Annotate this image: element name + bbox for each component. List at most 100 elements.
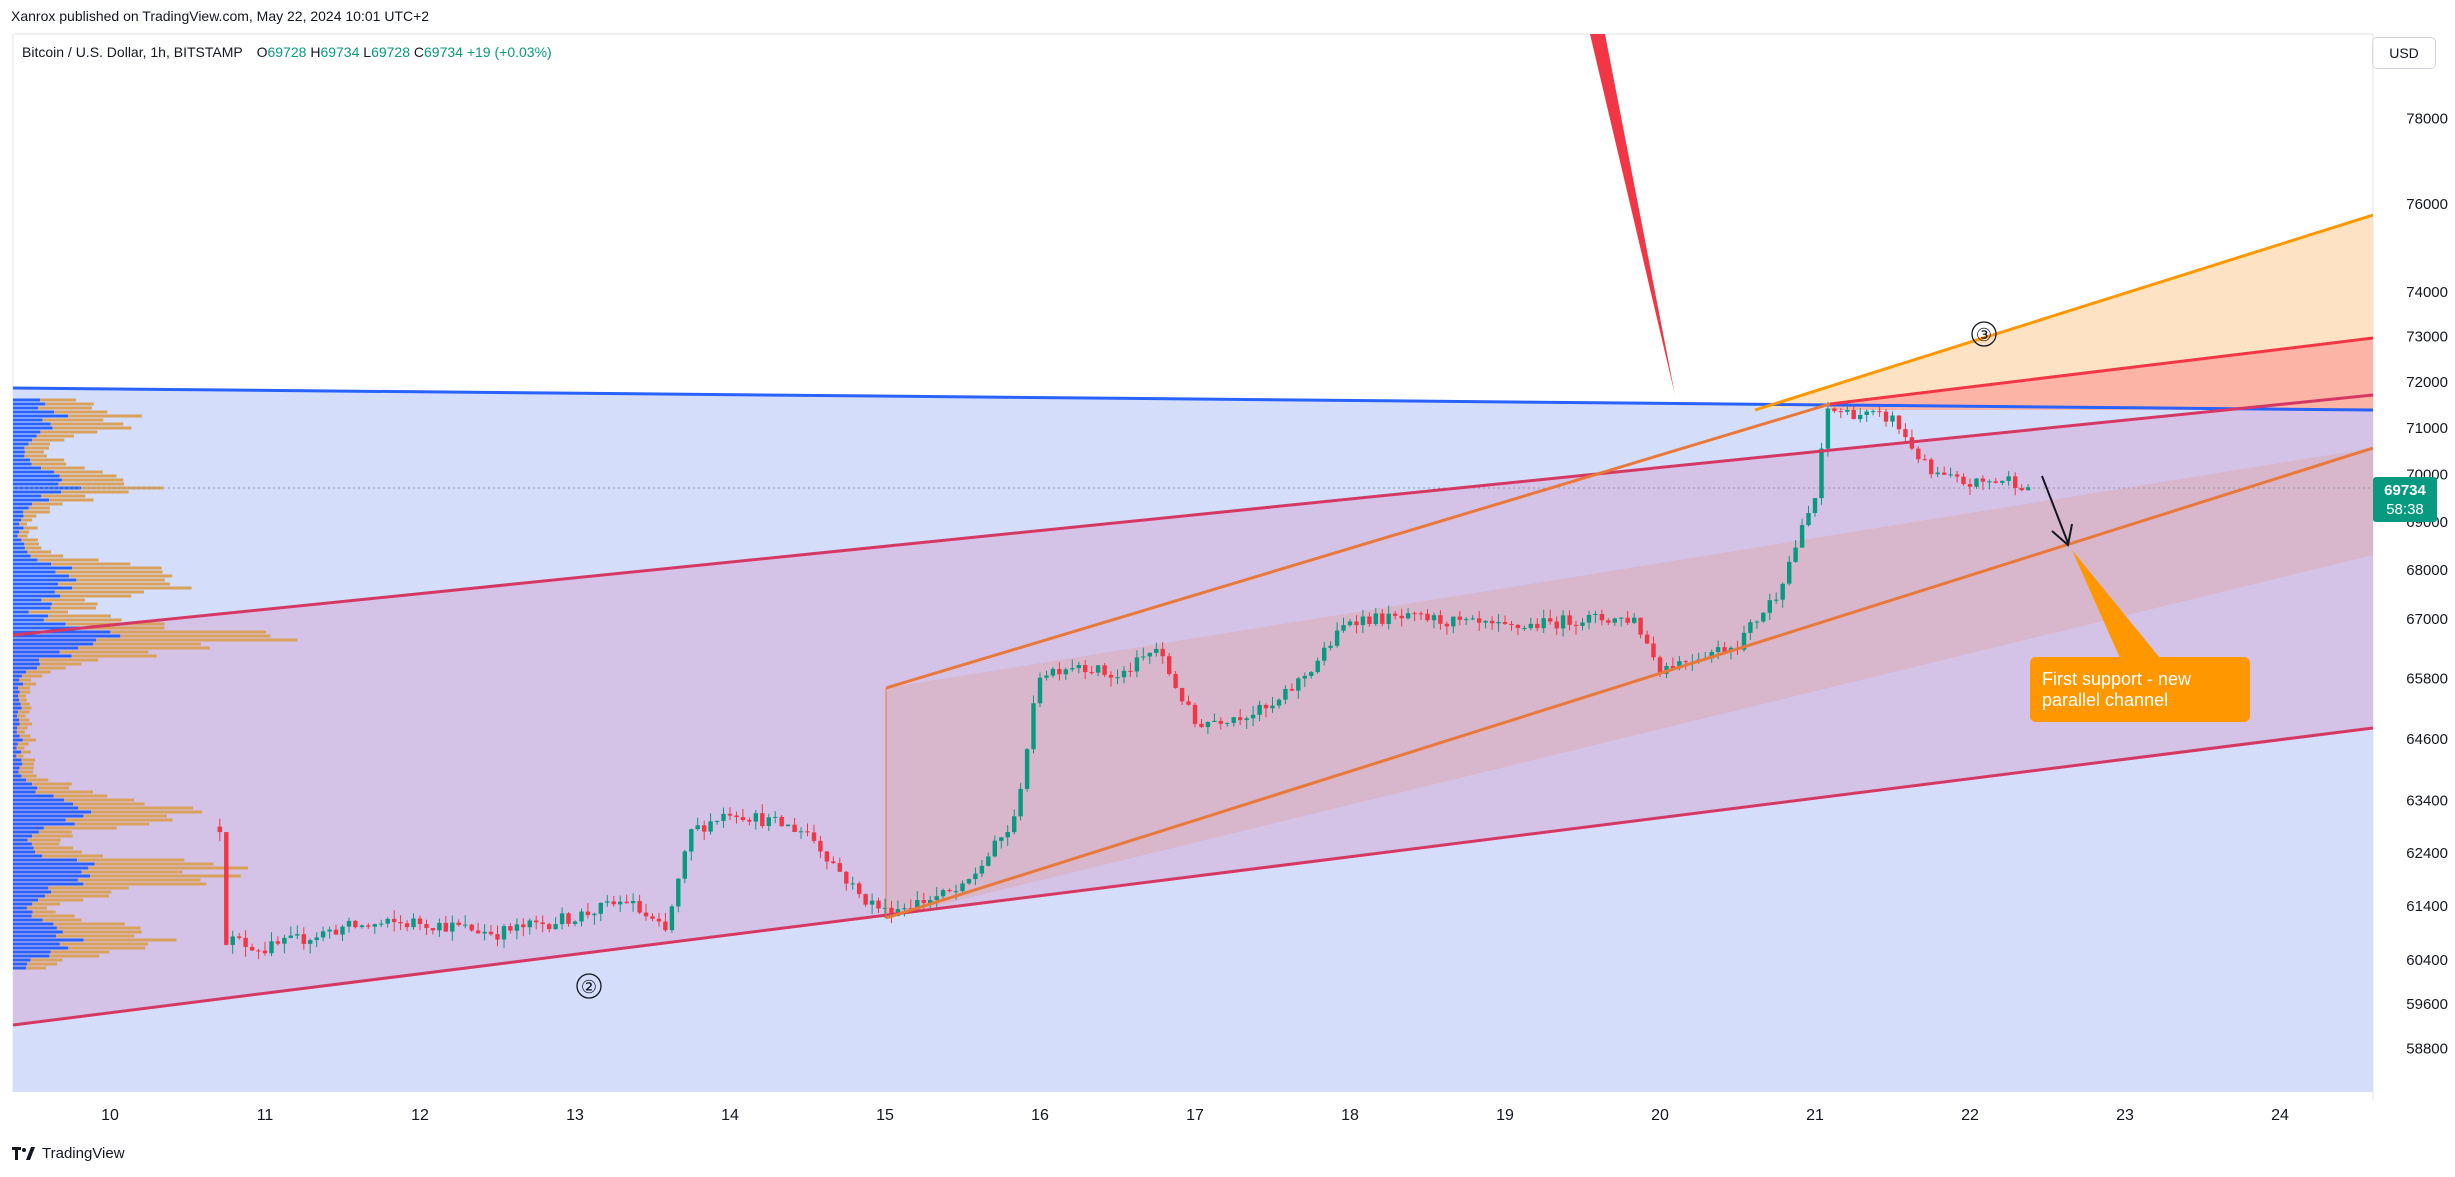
x-tick-label-10: 20 [1651, 1107, 1669, 1124]
volume-bar-up [13, 566, 73, 570]
candle-95 [831, 856, 836, 864]
volume-bar-up [13, 706, 22, 710]
volume-bar-up [13, 962, 28, 966]
candle-189 [1438, 610, 1443, 630]
magenta-channel-lower-line[interactable] [13, 726, 2373, 1027]
candle-17 [327, 926, 332, 939]
candle-140 [1121, 666, 1127, 684]
volume-bar-down [20, 702, 30, 706]
candle-255 [1864, 409, 1869, 422]
volume-bar-up [13, 398, 40, 402]
volume-bar-up [13, 574, 70, 578]
volume-bar-down [28, 610, 68, 614]
candle-109 [921, 892, 926, 911]
orange-channel-upper-line[interactable] [885, 402, 1831, 690]
candle-276 [2000, 480, 2005, 486]
x-tick-label-12: 22 [1961, 1107, 1979, 1124]
y-tick-label-13: 62400 [2406, 845, 2448, 862]
candle-221 [1644, 630, 1650, 644]
volume-bar-down [38, 406, 92, 410]
candle-272 [1974, 478, 1979, 489]
candle-163 [1270, 697, 1275, 713]
volume-bar-up [13, 518, 22, 522]
volume-bar-down [32, 438, 65, 442]
candle-279 [2019, 484, 2024, 492]
annotation-callout-box[interactable] [2030, 657, 2250, 722]
candle-98 [850, 876, 855, 890]
volume-bar-down [54, 590, 144, 594]
candle-66 [643, 904, 649, 921]
volume-bar-up [13, 822, 75, 826]
time-axis[interactable]: 10 11 12 13 14 15 16 17 18 19 20 21 22 23 24 [101, 1107, 2289, 1124]
volume-bar-up [13, 874, 91, 878]
volume-bar-up [13, 714, 18, 718]
volume-bar-up [13, 766, 20, 770]
candle-29 [404, 920, 410, 932]
volume-bar-down [83, 938, 177, 942]
volume-bar-up [13, 926, 57, 930]
red-fan-middle-line[interactable] [1829, 336, 2373, 406]
volume-bar-up [13, 734, 20, 738]
footer-brand[interactable]: TradingView [12, 1145, 125, 1162]
orange-channel-lower-line[interactable] [885, 446, 2373, 920]
price-axis[interactable]: 7800076000740007300072000710007000069000… [2406, 111, 2448, 1058]
volume-bar-up [13, 478, 62, 482]
volume-bar-down [26, 670, 51, 674]
candle-151 [1192, 702, 1198, 728]
candle-261 [1903, 423, 1908, 443]
close-value: 69734 [424, 44, 463, 60]
volume-bar-down [40, 430, 98, 434]
orange-fan-upper-line[interactable] [1754, 213, 2373, 412]
volume-bar-up [13, 450, 25, 454]
volume-bar-down [18, 770, 33, 774]
candle-265 [1929, 457, 1934, 479]
candle-253 [1851, 406, 1856, 420]
wave-label-2[interactable]: ② [581, 977, 597, 998]
candle-216 [1612, 617, 1617, 626]
volume-bar-down [71, 654, 157, 658]
y-tick-label-14: 61400 [2406, 898, 2448, 915]
volume-bar-down [30, 554, 64, 558]
volume-bar-down [60, 594, 132, 598]
volume-bar-down [37, 558, 99, 562]
candle-280 [2025, 484, 2031, 491]
candle-3 [237, 933, 242, 940]
volume-bar-down [65, 818, 173, 822]
volume-bar-up [13, 814, 84, 818]
candle-70 [669, 904, 675, 933]
symbol-name[interactable]: Bitcoin / U.S. Dollar, 1h, BITSTAMP [22, 44, 243, 60]
volume-bar-down [21, 758, 36, 762]
candle-119 [986, 852, 991, 867]
currency-selector[interactable]: USD [2372, 37, 2436, 69]
magenta-channel-upper-line[interactable] [13, 393, 2373, 637]
candle-49 [534, 915, 539, 930]
volume-bar-up [13, 750, 21, 754]
volume-bar-down [24, 542, 39, 546]
wave-label-3[interactable]: ③ [1976, 325, 1992, 346]
candle-211 [1580, 617, 1585, 631]
candle-11 [288, 926, 293, 939]
volume-bar-down [18, 694, 26, 698]
candle-245 [1799, 518, 1805, 548]
volume-bar-down [26, 778, 49, 782]
volume-bar-down [68, 946, 146, 950]
y-tick-label-17: 58800 [2406, 1040, 2448, 1057]
blue-descending-resistance-line[interactable] [13, 386, 2373, 412]
x-tick-label-1: 11 [257, 1107, 274, 1124]
volume-bar-up [13, 558, 38, 562]
candle-48 [527, 918, 532, 935]
candle-74 [695, 817, 700, 831]
volume-bar-down [54, 410, 108, 414]
volume-bar-up [13, 898, 38, 902]
candle-206 [1548, 609, 1553, 625]
volume-bar-down [52, 426, 132, 430]
candle-36 [450, 915, 455, 941]
volume-bar-up [13, 434, 37, 438]
volume-bar-up [13, 642, 94, 646]
candle-46 [514, 918, 520, 940]
volume-bar-down [16, 746, 25, 750]
open-label: O [256, 44, 268, 60]
candle-250 [1832, 407, 1837, 413]
candle-9 [275, 936, 281, 946]
